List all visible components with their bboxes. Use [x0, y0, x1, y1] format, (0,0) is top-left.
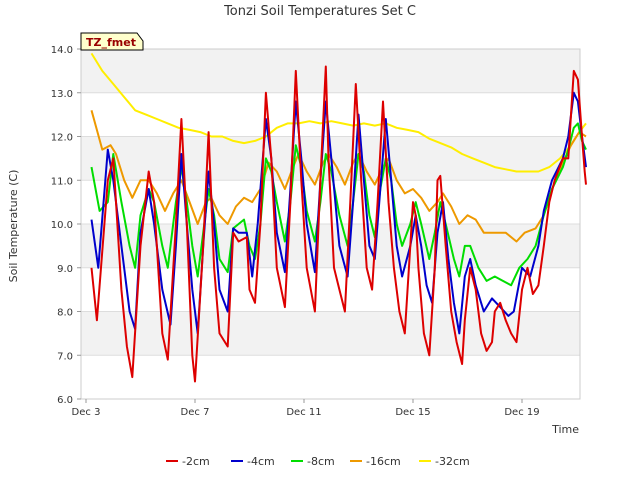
plot-band [81, 224, 580, 268]
legend-item: -8cm [291, 455, 335, 468]
legend-label: -32cm [435, 455, 470, 468]
series-line-32cmcm [90, 52, 587, 173]
annotation-text: TZ_fmet [86, 36, 136, 49]
y-tick-label: 8.0 [57, 308, 73, 319]
x-tick-label: Dec 3 [72, 407, 101, 418]
x-axis-label: Time [551, 423, 579, 436]
plot-band [81, 311, 580, 356]
y-tick-label: 11.0 [51, 176, 73, 187]
series-line-16cmcm [90, 110, 587, 243]
y-axis-ticks: 6.0 7.0 8.0 9.0 10.0 11.0 12.0 13.0 14.0 [51, 45, 81, 406]
legend-label: -16cm [366, 455, 401, 468]
legend-label: -2cm [182, 455, 210, 468]
legend-item: -16cm [350, 455, 401, 468]
legend-item: -32cm [419, 455, 470, 468]
y-tick-label: 6.0 [57, 395, 73, 406]
x-axis-ticks: Dec 3 Dec 7 Dec 11 Dec 15 Dec 19 [72, 399, 540, 418]
x-tick-label: Dec 11 [286, 407, 321, 418]
x-tick-label: Dec 15 [395, 407, 430, 418]
y-tick-label: 12.0 [51, 133, 73, 144]
legend-label: -8cm [307, 455, 335, 468]
legend-item: -2cm [166, 455, 210, 468]
y-tick-label: 14.0 [51, 45, 73, 56]
y-tick-label: 9.0 [57, 264, 73, 275]
y-axis-label: Soil Temperature (C) [7, 170, 20, 283]
legend: -2cm -4cm -8cm -16cm -32cm [166, 455, 470, 468]
y-tick-label: 13.0 [51, 89, 73, 100]
x-tick-label: Dec 7 [181, 407, 210, 418]
y-tick-label: 7.0 [57, 351, 73, 362]
annotation-badge: TZ_fmet [80, 32, 144, 51]
series-line-2cmcm [90, 65, 587, 383]
chart-title: Tonzi Soil Temperatures Set C [223, 4, 416, 19]
plot-band [81, 49, 580, 93]
series-lines [90, 52, 587, 383]
y-tick-label: 10.0 [51, 220, 73, 231]
legend-label: -4cm [247, 455, 275, 468]
legend-item: -4cm [231, 455, 275, 468]
annotation-box [80, 32, 144, 51]
x-tick-label: Dec 19 [504, 407, 539, 418]
